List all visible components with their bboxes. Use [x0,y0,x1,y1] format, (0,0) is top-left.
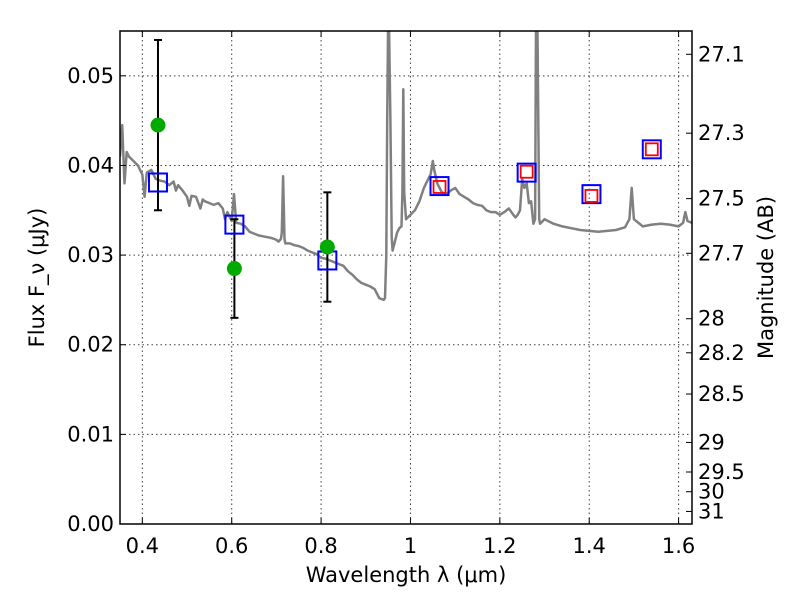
blue-square-marker [516,162,537,183]
y-tick-label: 0.03 [67,243,114,267]
right-tick-label: 29.5 [698,460,745,484]
right-tick-label: 29 [698,430,725,454]
right-tick-label: 31 [698,499,725,523]
x-tick-label: 0.6 [215,534,248,558]
blue-square-marker [224,214,245,235]
red-square-marker [644,142,659,157]
plot-frame [119,30,693,525]
right-tick-label: 27.5 [698,187,745,211]
data-markers [147,38,662,319]
right-axis-label: Magnitude (AB) [754,196,778,359]
blue-square-marker [429,176,450,197]
y-tick-label: 0.04 [67,153,114,177]
blue-square-marker [641,139,662,160]
spectrum-path [120,31,692,302]
y-tick-label: 0.00 [67,512,114,536]
green-circle-marker [319,239,335,255]
right-tick-label: 28 [698,307,725,331]
right-tick-label: 30 [698,480,725,504]
grid-lines [120,31,692,525]
x-tick-label: 0.8 [304,534,337,558]
right-tick-label: 28.5 [698,382,745,406]
right-tick-label: 27.3 [698,121,745,145]
x-tick-label: 1.6 [662,534,695,558]
x-tick-label: 1 [404,534,417,558]
x-tick-label: 1.2 [483,534,516,558]
red-square-marker [584,189,599,203]
right-tick-label: 27.7 [698,241,745,265]
y-tick-label: 0.01 [67,422,114,446]
x-tick-label: 0.4 [126,534,159,558]
x-tick-label: 1.4 [573,534,606,558]
green-circle-marker [226,261,242,277]
axis-ticks: 0.4 0.6 0.8 1 1.2 1.4 1.6 0.00 0.01 0.02 0.03 0.04 0… [67,31,745,558]
model-spectrum-line [120,31,692,302]
right-tick-label: 28.2 [698,341,745,365]
red-square-marker [432,180,447,194]
y-tick-label: 0.05 [67,64,114,88]
red-square-marker [519,164,534,179]
green-circle-marker [150,117,166,133]
y-axis-label: Flux F_ν (μJy) [25,208,50,348]
y-tick-label: 0.02 [67,333,114,357]
blue-square-marker [581,184,602,205]
x-axis-label: Wavelength λ (μm) [306,563,507,587]
right-tick-label: 27.1 [698,42,745,66]
blue-square-marker [147,172,168,193]
